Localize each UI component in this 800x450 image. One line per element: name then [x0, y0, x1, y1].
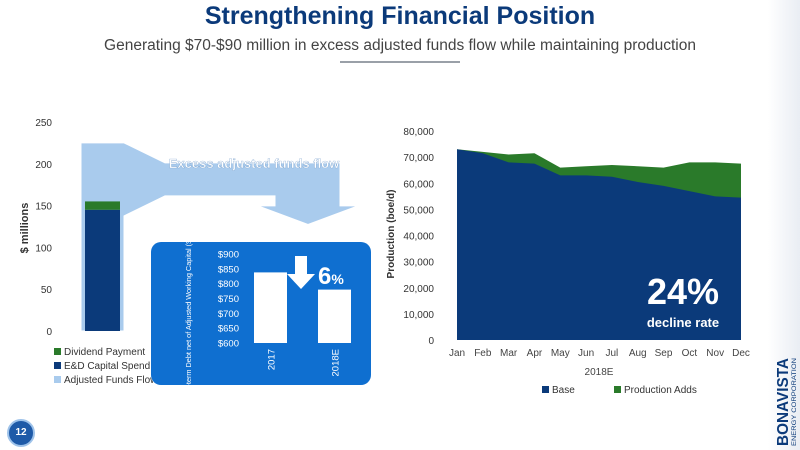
down-arrow-icon — [287, 256, 315, 289]
debt-y-tick: $600 — [218, 339, 239, 350]
debt-y-label: Long-term Debt net of Adjusted Working C… — [184, 242, 193, 385]
production-x-tick: Jan — [449, 348, 465, 359]
adjusted-funds-flow-bar — [80, 142, 359, 332]
bonavista-logo: BONAVISTA ENERGY CORPORATION — [775, 358, 798, 446]
legend-swatch — [542, 386, 549, 393]
legend-entry: Production Adds — [624, 385, 697, 396]
funds-flow-y-tick: 0 — [46, 327, 52, 338]
legend-entry: Dividend Payment — [64, 347, 145, 358]
funds-flow-y-axis: 0 50 100 150 200 250 — [35, 118, 52, 338]
logo-word: BONAVISTA — [775, 358, 792, 446]
production-x-tick: Jul — [606, 348, 619, 359]
production-x-tick: Aug — [629, 348, 647, 359]
production-x-label: 2018E — [585, 367, 614, 378]
production-x-tick: Oct — [682, 348, 698, 359]
funds-flow-y-tick: 50 — [41, 285, 53, 296]
production-y-tick: 40,000 — [403, 232, 434, 243]
funds-flow-y-tick: 150 — [35, 202, 52, 213]
page-number-badge: 12 — [7, 419, 35, 447]
capital-spend-bar — [85, 209, 120, 331]
subtitle-underline — [340, 61, 460, 63]
dividend-bar — [85, 201, 120, 210]
legend-swatch — [54, 376, 61, 383]
production-x-tick: Nov — [706, 348, 724, 359]
base-production-area — [457, 149, 741, 340]
funds-flow-bars — [80, 142, 359, 332]
debt-y-tick: $650 — [218, 324, 239, 335]
slide-subtitle: Generating $70-$90 million in excess adj… — [104, 37, 696, 54]
legend-swatch — [614, 386, 621, 393]
slide-title: Strengthening Financial Position — [204, 2, 596, 30]
debt-y-tick: $700 — [218, 309, 239, 320]
debt-y-tick: $800 — [218, 279, 239, 290]
production-y-tick: 20,000 — [403, 284, 434, 295]
production-y-tick: 60,000 — [403, 179, 434, 190]
funds-flow-y-tick: 200 — [35, 160, 52, 171]
production-x-tick: Sep — [655, 348, 673, 359]
logo-tagline: ENERGY CORPORATION — [792, 358, 798, 446]
decline-rate-value: 24% — [647, 271, 719, 312]
debt-bar — [254, 272, 287, 343]
funds-flow-chart: 0 50 100 150 200 250 $ millions Excess adjust… — [19, 118, 359, 386]
debt-bars: 2017 2018E — [254, 272, 351, 376]
production-y-tick: 50,000 — [403, 205, 434, 216]
funds-flow-y-label: $ millions — [19, 203, 31, 254]
production-x-tick: Apr — [527, 348, 543, 359]
production-areas — [457, 149, 741, 340]
production-y-label: Production (boe/d) — [386, 190, 397, 279]
production-y-tick: 10,000 — [403, 310, 434, 321]
legend-swatch — [54, 362, 61, 369]
debt-y-tick: $900 — [218, 250, 239, 261]
legend-swatch — [54, 348, 61, 355]
production-x-ticks: Jan Feb Mar Apr May Jun Jul Aug Sep Oct Nov Dec — [449, 348, 750, 359]
production-y-tick: 0 — [428, 336, 434, 347]
production-legend: Base Production Adds — [542, 385, 697, 396]
debt-y-tick: $750 — [218, 294, 239, 305]
production-y-tick: 80,000 — [403, 127, 434, 138]
production-y-tick: 30,000 — [403, 258, 434, 269]
production-x-tick: May — [551, 348, 570, 359]
right-edge-gradient — [768, 0, 800, 450]
production-x-tick: Mar — [500, 348, 518, 359]
production-y-tick: 70,000 — [403, 153, 434, 164]
debt-chart: Long-term Debt net of Adjusted Working C… — [184, 242, 351, 385]
legend-entry: Base — [552, 385, 575, 396]
legend-entry: E&D Capital Spend — [64, 361, 150, 372]
production-x-tick: Feb — [474, 348, 492, 359]
debt-bar — [318, 289, 351, 343]
debt-reduction-value: 6 — [318, 263, 331, 290]
debt-y-axis: $600 $650 $700 $750 $800 $850 $900 — [218, 250, 239, 350]
debt-x-tick: 2017 — [267, 349, 278, 370]
funds-flow-y-tick: 100 — [35, 243, 52, 254]
funds-flow-y-tick: 250 — [35, 118, 52, 129]
decline-rate-label: decline rate — [647, 315, 719, 330]
production-chart: Production (boe/d) 0 10,000 20,000 30,000 40… — [386, 127, 750, 396]
debt-reduction-unit: % — [331, 271, 344, 287]
excess-funds-flow-label: Excess adjusted funds flow — [169, 156, 340, 171]
debt-x-tick: 2018E — [331, 349, 342, 376]
svg-text:6%: 6% — [318, 263, 344, 290]
legend-entry: Adjusted Funds Flow — [64, 375, 158, 386]
production-x-tick: Dec — [732, 348, 750, 359]
production-axes: 0 10,000 20,000 30,000 40,000 50,000 60,000 70,… — [403, 127, 434, 347]
funds-flow-legend: Dividend Payment E&D Capital Spend Adjuste… — [54, 347, 158, 386]
debt-y-tick: $850 — [218, 264, 239, 275]
production-x-tick: Jun — [578, 348, 594, 359]
